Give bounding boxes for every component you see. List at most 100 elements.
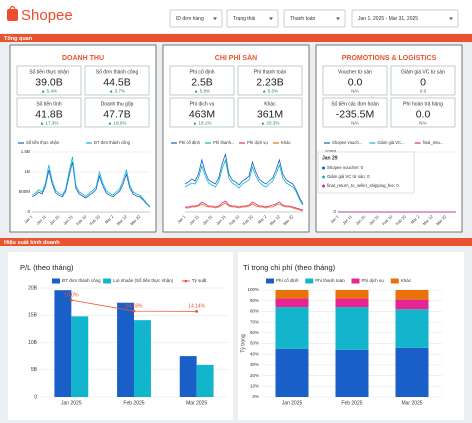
- ratio-point: [195, 309, 199, 313]
- legend-swatch: [351, 278, 360, 284]
- bar: [117, 302, 134, 397]
- stacked-segment: [275, 307, 309, 349]
- kpi-value: -235.5M: [336, 108, 375, 120]
- legend-label: Giảm giá VC...: [377, 140, 404, 145]
- kpi-label: Phí cố định: [189, 69, 214, 75]
- x-tick-label: Jan 2025: [282, 400, 303, 406]
- kpi-value: 361M: [257, 108, 283, 120]
- stacked-segment: [335, 298, 369, 308]
- x-tick-label: Mar 2: [104, 213, 115, 224]
- stacked-segment: [395, 347, 429, 397]
- kpi-label: Phí hoàn trả hàng: [403, 101, 443, 107]
- x-tick-label: Jan 2025: [61, 400, 82, 406]
- y-axis-label: Tỷ trọng: [239, 334, 246, 353]
- data-label: 14.14%: [188, 304, 206, 310]
- legend-label: Shopee vouch...: [332, 140, 362, 145]
- panel-title: PROMOTIONS & LOGISTICS: [342, 55, 437, 62]
- kpi-value: 41.8B: [35, 108, 62, 120]
- filter-box[interactable]: [226, 9, 279, 28]
- x-tick-label: Feb 2025: [341, 400, 362, 406]
- y-tick-label: 80%: [250, 309, 259, 314]
- legend-label: ĐT đơn thành công: [94, 140, 131, 145]
- y-tick-label: 20B: [28, 285, 38, 291]
- y-tick-label: 0: [27, 209, 30, 214]
- kpi-value: 44.5B: [103, 76, 130, 88]
- stacked-segment: [275, 348, 309, 397]
- x-tick-label: Jan 1: [23, 213, 34, 224]
- x-tick-label: Feb 2025: [123, 400, 144, 406]
- tooltip-title: Jan 29: [322, 155, 338, 161]
- chart-title: Tỉ trọng chi phí (theo tháng): [243, 263, 336, 272]
- stacked-segment: [395, 299, 429, 310]
- y-tick-label: 100M: [325, 149, 337, 154]
- y-tick-label: 0: [34, 394, 37, 400]
- kpi-value: 2.23B: [256, 76, 283, 88]
- legend-label: Phí cố định: [276, 278, 299, 283]
- kpi-label: Số đơn thành công: [96, 69, 139, 75]
- bar: [54, 290, 72, 397]
- panel-title: DOANH THU: [62, 55, 104, 62]
- y-tick-label: 60%: [250, 330, 259, 335]
- filter-label: ID đơn hàng: [176, 16, 204, 22]
- kpi-value: 0: [420, 76, 426, 88]
- kpi-value: 0.0: [348, 76, 363, 88]
- tooltip-line: final_return_to_seller_shipping_fee: 0: [327, 183, 399, 188]
- y-tick-label: 10%: [250, 383, 259, 388]
- bar: [196, 364, 214, 397]
- legend-label: Phí thanh toán: [315, 278, 345, 283]
- stacked-segment: [335, 349, 369, 397]
- stacked-segment: [395, 309, 429, 348]
- kpi-card: [169, 65, 235, 96]
- dropdown-arrow: [213, 17, 217, 20]
- stacked-segment: [335, 290, 369, 299]
- logo-icon: [7, 9, 18, 21]
- kpi-change: ▲ 5.8%: [194, 89, 210, 94]
- bar: [179, 356, 197, 397]
- tooltip-dot: [322, 166, 325, 170]
- tooltip-line: Shopee voucher: 0: [327, 165, 364, 170]
- legend-label: Phí dịch vụ: [362, 278, 385, 283]
- filter-box[interactable]: [351, 9, 459, 28]
- kpi-value: 39.0B: [35, 76, 62, 88]
- kpi-label: Phí thanh toán: [254, 69, 287, 75]
- y-tick-label: 30%: [250, 362, 259, 367]
- kpi-value: 47.7B: [103, 108, 130, 120]
- stacked-segment: [275, 290, 309, 299]
- legend-label: Khác: [401, 278, 412, 283]
- kpi-card: [390, 97, 456, 128]
- tooltip-dot: [322, 175, 325, 179]
- y-tick-label: 10B: [28, 340, 38, 346]
- tooltip: [317, 151, 415, 194]
- bar: [71, 316, 89, 397]
- data-label: 14.18%: [126, 303, 144, 309]
- filter-box[interactable]: [283, 9, 346, 28]
- filter-box[interactable]: [169, 9, 223, 28]
- stacked-segment: [335, 307, 369, 350]
- kpi-change: ▲ 18.0%: [108, 121, 127, 126]
- filter-label: Jan 1, 2025 - Mar 31, 2025: [358, 16, 418, 22]
- legend-label: Phí dịch vụ: [247, 140, 268, 145]
- legend-swatch: [52, 278, 60, 284]
- kpi-card: [169, 97, 235, 128]
- y-tick-label: 20%: [250, 373, 259, 378]
- kpi-change: ▲ 3.7%: [109, 89, 125, 94]
- dropdown-arrow: [269, 17, 273, 20]
- y-tick-label: 1.5B: [21, 149, 30, 154]
- x-tick-label: Jan 1: [176, 213, 187, 224]
- dropdown-arrow: [336, 17, 340, 20]
- kpi-value: 0.0: [416, 108, 431, 120]
- legend-label: Phí cố định: [179, 140, 201, 145]
- kpi-card: [237, 97, 303, 128]
- series-line: [184, 153, 304, 205]
- kpi-label: Khác: [264, 101, 276, 107]
- y-tick-label: 0: [333, 209, 336, 214]
- y-tick-label: 50%: [250, 341, 259, 346]
- section-bar: [0, 238, 472, 246]
- x-tick-label: Mar 2: [257, 213, 268, 224]
- x-tick-label: Mar 2025: [401, 400, 422, 406]
- legend-swatch: [305, 278, 314, 284]
- kpi-change: ▲ 5.4%: [41, 89, 57, 94]
- kpi-card: [237, 65, 303, 96]
- tooltip-dot: [322, 184, 325, 188]
- bar: [134, 320, 151, 397]
